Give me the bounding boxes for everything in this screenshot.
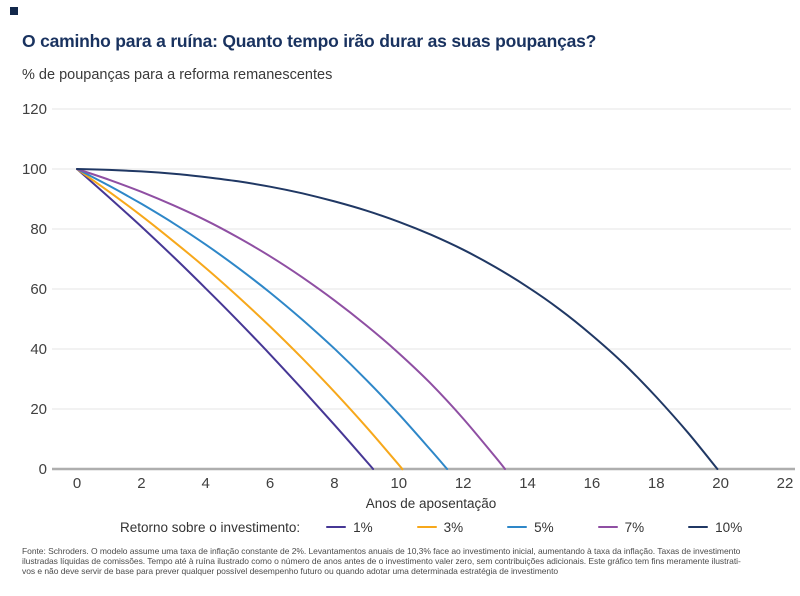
x-tick-label-4: 4 (202, 475, 210, 492)
x-axis-title: Anos de aposentação (366, 496, 497, 511)
y-tick-label-40: 40 (30, 341, 47, 358)
legend-item-1%: 1% (326, 520, 373, 535)
legend-item-10%: 10% (688, 520, 742, 535)
y-tick-label-0: 0 (39, 461, 47, 478)
legend-item-7%: 7% (597, 519, 645, 535)
chart-y-axis-unit-label: % de poupanças para a reforma remanescen… (22, 67, 333, 83)
legend-title: Retorno sobre o investimento: (120, 519, 301, 535)
legend-swatch-icon (326, 525, 347, 529)
x-tick-label-2: 2 (137, 475, 145, 492)
series-line-10% (76, 168, 719, 470)
y-tick-label-60: 60 (30, 281, 47, 298)
y-tick-label-100: 100 (22, 161, 47, 178)
legend-swatch-icon (597, 525, 618, 529)
series-line-3% (76, 168, 404, 471)
x-tick-label-20: 20 (712, 475, 729, 492)
x-tick-label-14: 14 (519, 475, 536, 492)
legend-item-label: 1% (353, 519, 373, 535)
y-tick-label-120: 120 (22, 101, 47, 118)
legend-swatch-icon (416, 525, 437, 529)
x-tick-label-10: 10 (390, 475, 407, 492)
brand-square-icon (10, 7, 18, 15)
series-line-5% (76, 168, 449, 470)
x-tick-label-6: 6 (266, 475, 274, 492)
legend-item-label: 10% (715, 519, 743, 535)
footnote-line: vos e não deve servir de base para preve… (22, 566, 559, 576)
legend-item-5%: 5% (507, 520, 554, 535)
x-tick-label-18: 18 (648, 475, 665, 492)
chart-title: O caminho para a ruína: Quanto tempo irã… (22, 31, 597, 51)
x-tick-label-8: 8 (330, 475, 338, 492)
line-chart: 0 20 40 60 80 100 120 0 2 4 6 8 10 12 14 16 18 20 22 Anos d… (22, 101, 795, 511)
legend: Retorno sobre o investimento: 1% 3% 5% 7% 10… (120, 517, 742, 537)
footnote: Fonte: Schroders. O modelo assume uma ta… (22, 546, 797, 576)
x-tick-label-16: 16 (584, 475, 601, 492)
legend-items: 1% 3% 5% 7% 10% (326, 520, 742, 535)
legend-item-label: 3% (443, 519, 464, 535)
legend-item-3%: 3% (416, 519, 464, 535)
legend-swatch-icon (507, 525, 528, 529)
series-line-7% (76, 168, 506, 470)
series-line-1% (76, 168, 375, 470)
footnote-line: ilustradas líquidas de comissões. Tempo … (22, 556, 741, 566)
y-tick-label-80: 80 (30, 221, 47, 238)
x-tick-label-22: 22 (777, 475, 794, 492)
legend-swatch-icon (688, 525, 709, 529)
legend-item-label: 7% (624, 519, 645, 535)
x-tick-label-12: 12 (455, 475, 472, 492)
x-tick-label-0: 0 (73, 475, 81, 492)
footnote-line: Fonte: Schroders. O modelo assume uma ta… (22, 546, 741, 556)
legend-item-label: 5% (534, 519, 554, 535)
y-tick-label-20: 20 (30, 401, 47, 418)
